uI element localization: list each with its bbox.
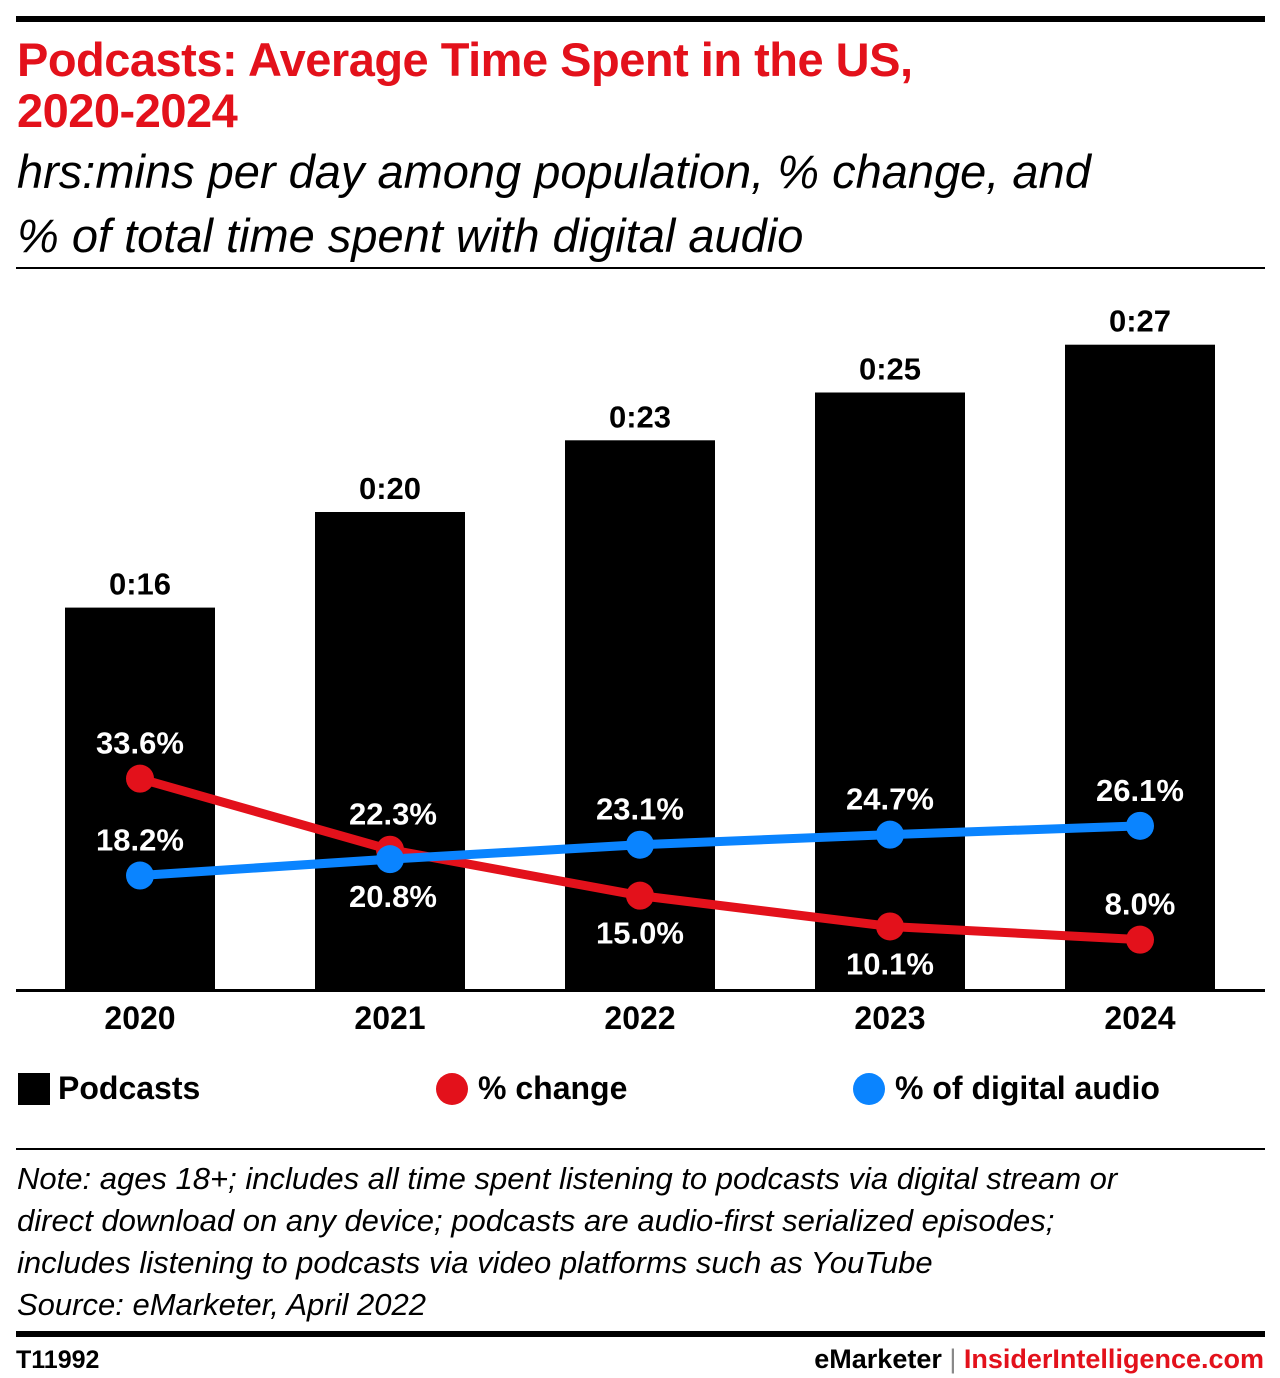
chart-subtitle: hrs:mins per day among population, % cha… <box>17 140 1091 268</box>
title-line: Podcasts: Average Time Spent in the US, <box>17 33 913 86</box>
note-rule <box>16 1148 1265 1150</box>
chart-plot: 0:16 0:20 0:23 0:25 0:27 2020 2021 2022 2023 2024… <box>16 304 1265 1036</box>
x-tick-label: 2023 <box>854 1000 925 1036</box>
bar-2024 <box>1065 344 1215 990</box>
legend-swatch-dot <box>436 1072 468 1105</box>
brand: eMarketer | InsiderIntelligence.com <box>814 1344 1264 1375</box>
point-label: 22.3% <box>349 797 437 832</box>
bottom-rule <box>16 1331 1265 1337</box>
x-axis-line <box>16 989 1265 992</box>
point-pct-change <box>1126 925 1154 954</box>
point-label: 15.0% <box>596 916 684 951</box>
bar-label: 0:27 <box>1109 304 1171 339</box>
point-pct-change <box>876 912 904 941</box>
note-line: direct download on any device; podcasts … <box>17 1203 1055 1238</box>
bar-label: 0:25 <box>859 352 921 387</box>
footnote: Note: ages 18+; includes all time spent … <box>17 1158 1117 1326</box>
point-digital-audio <box>876 820 904 849</box>
point-label: 8.0% <box>1105 887 1176 922</box>
bar-label: 0:23 <box>609 399 671 434</box>
point-digital-audio <box>126 861 154 890</box>
brand-separator: | <box>949 1344 957 1374</box>
bar-label: 0:16 <box>109 567 171 602</box>
point-pct-change <box>626 881 654 910</box>
point-digital-audio <box>1126 811 1154 840</box>
point-label: 20.8% <box>349 879 437 914</box>
legend-label: % change <box>478 1070 628 1106</box>
chart-title: Podcasts: Average Time Spent in the US, … <box>17 34 913 136</box>
point-label: 33.6% <box>96 726 184 761</box>
point-digital-audio <box>376 845 404 874</box>
bar-2020 <box>65 607 215 990</box>
point-label: 24.7% <box>846 782 934 817</box>
legend-podcasts: Podcasts <box>18 1070 200 1107</box>
top-rule <box>16 16 1265 22</box>
chart-code: T11992 <box>16 1346 100 1374</box>
bar-label: 0:20 <box>359 471 421 506</box>
bar-2021 <box>315 512 465 990</box>
bar-2023 <box>815 392 965 990</box>
point-label: 18.2% <box>96 823 184 858</box>
legend-digital: % of digital audio <box>853 1070 1160 1107</box>
point-label: 26.1% <box>1096 773 1184 808</box>
point-pct-change <box>126 764 154 793</box>
x-tick-label: 2020 <box>104 1000 175 1036</box>
note-line: Note: ages 18+; includes all time spent … <box>17 1161 1118 1196</box>
point-digital-audio <box>626 830 654 859</box>
source-line: Source: eMarketer, April 2022 <box>17 1287 426 1322</box>
brand-insider-link[interactable]: InsiderIntelligence.com <box>963 1344 1264 1374</box>
title-line: 2020-2024 <box>17 84 238 137</box>
legend-swatch-square <box>18 1072 50 1105</box>
legend-label: % of digital audio <box>895 1070 1160 1106</box>
header-rule <box>16 267 1265 269</box>
brand-emarketer: eMarketer <box>814 1344 942 1374</box>
legend-swatch-dot <box>853 1072 885 1105</box>
x-tick-label: 2022 <box>604 1000 675 1036</box>
point-label: 23.1% <box>596 792 684 827</box>
note-line: includes listening to podcasts via video… <box>17 1245 933 1280</box>
x-tick-label: 2021 <box>354 1000 425 1036</box>
subtitle-line: % of total time spent with digital audio <box>17 209 804 262</box>
point-label: 10.1% <box>846 946 934 981</box>
legend-label: Podcasts <box>58 1070 201 1106</box>
subtitle-line: hrs:mins per day among population, % cha… <box>17 145 1091 198</box>
x-tick-label: 2024 <box>1104 1000 1175 1036</box>
legend-change: % change <box>436 1070 627 1107</box>
